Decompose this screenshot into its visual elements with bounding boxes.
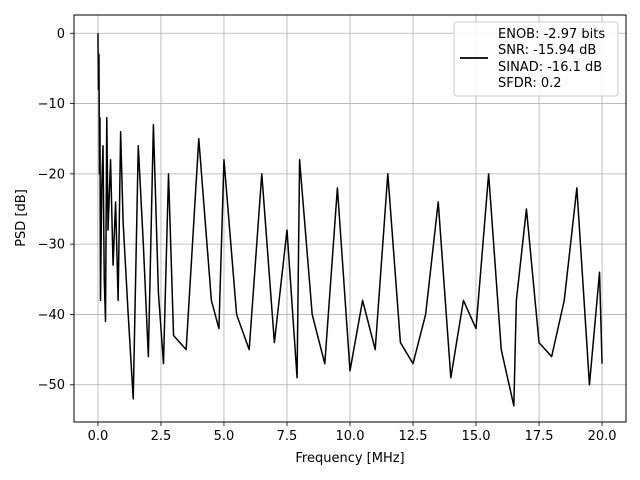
- x-tick-label: 7.5: [277, 429, 298, 444]
- y-axis-label: PSD [dB]: [14, 189, 29, 247]
- x-tick-label: 0.0: [88, 429, 109, 444]
- psd-series-line: [97, 33, 603, 407]
- legend-entry-snr: SNR: -15.94 dB: [498, 43, 596, 58]
- legend-entry-sfdr: SFDR: 0.2: [498, 76, 562, 91]
- legend-entry-enob: ENOB: -2.97 bits: [498, 27, 605, 42]
- plot-frame: [73, 14, 627, 423]
- y-tick-label: −30: [38, 238, 65, 253]
- legend-box: [453, 21, 619, 97]
- legend: ENOB: -2.97 bits SNR: -15.94 dB SINAD: -…: [453, 21, 619, 97]
- x-tick-label: 12.5: [399, 429, 428, 444]
- x-tick-label: 2.5: [151, 429, 172, 444]
- y-tick-label: 0: [57, 27, 65, 42]
- ticks: 0.0 2.5 5.0 7.5 10.0 12.5 15.0 17.5 20.0 0 −10 −20 −…: [38, 27, 617, 444]
- x-tick-label: 10.0: [336, 429, 365, 444]
- x-tick-label: 5.0: [214, 429, 235, 444]
- y-tick-label: −40: [38, 308, 65, 323]
- legend-entry-sinad: SINAD: -16.1 dB: [498, 60, 602, 75]
- x-axis-label: Frequency [MHz]: [295, 451, 404, 466]
- y-tick-label: −50: [38, 378, 65, 393]
- y-tick-label: −10: [38, 97, 65, 112]
- x-tick-label: 20.0: [588, 429, 617, 444]
- x-tick-label: 17.5: [525, 429, 554, 444]
- series-layer: [97, 33, 603, 407]
- x-tick-label: 15.0: [462, 429, 491, 444]
- y-tick-label: −20: [38, 167, 65, 182]
